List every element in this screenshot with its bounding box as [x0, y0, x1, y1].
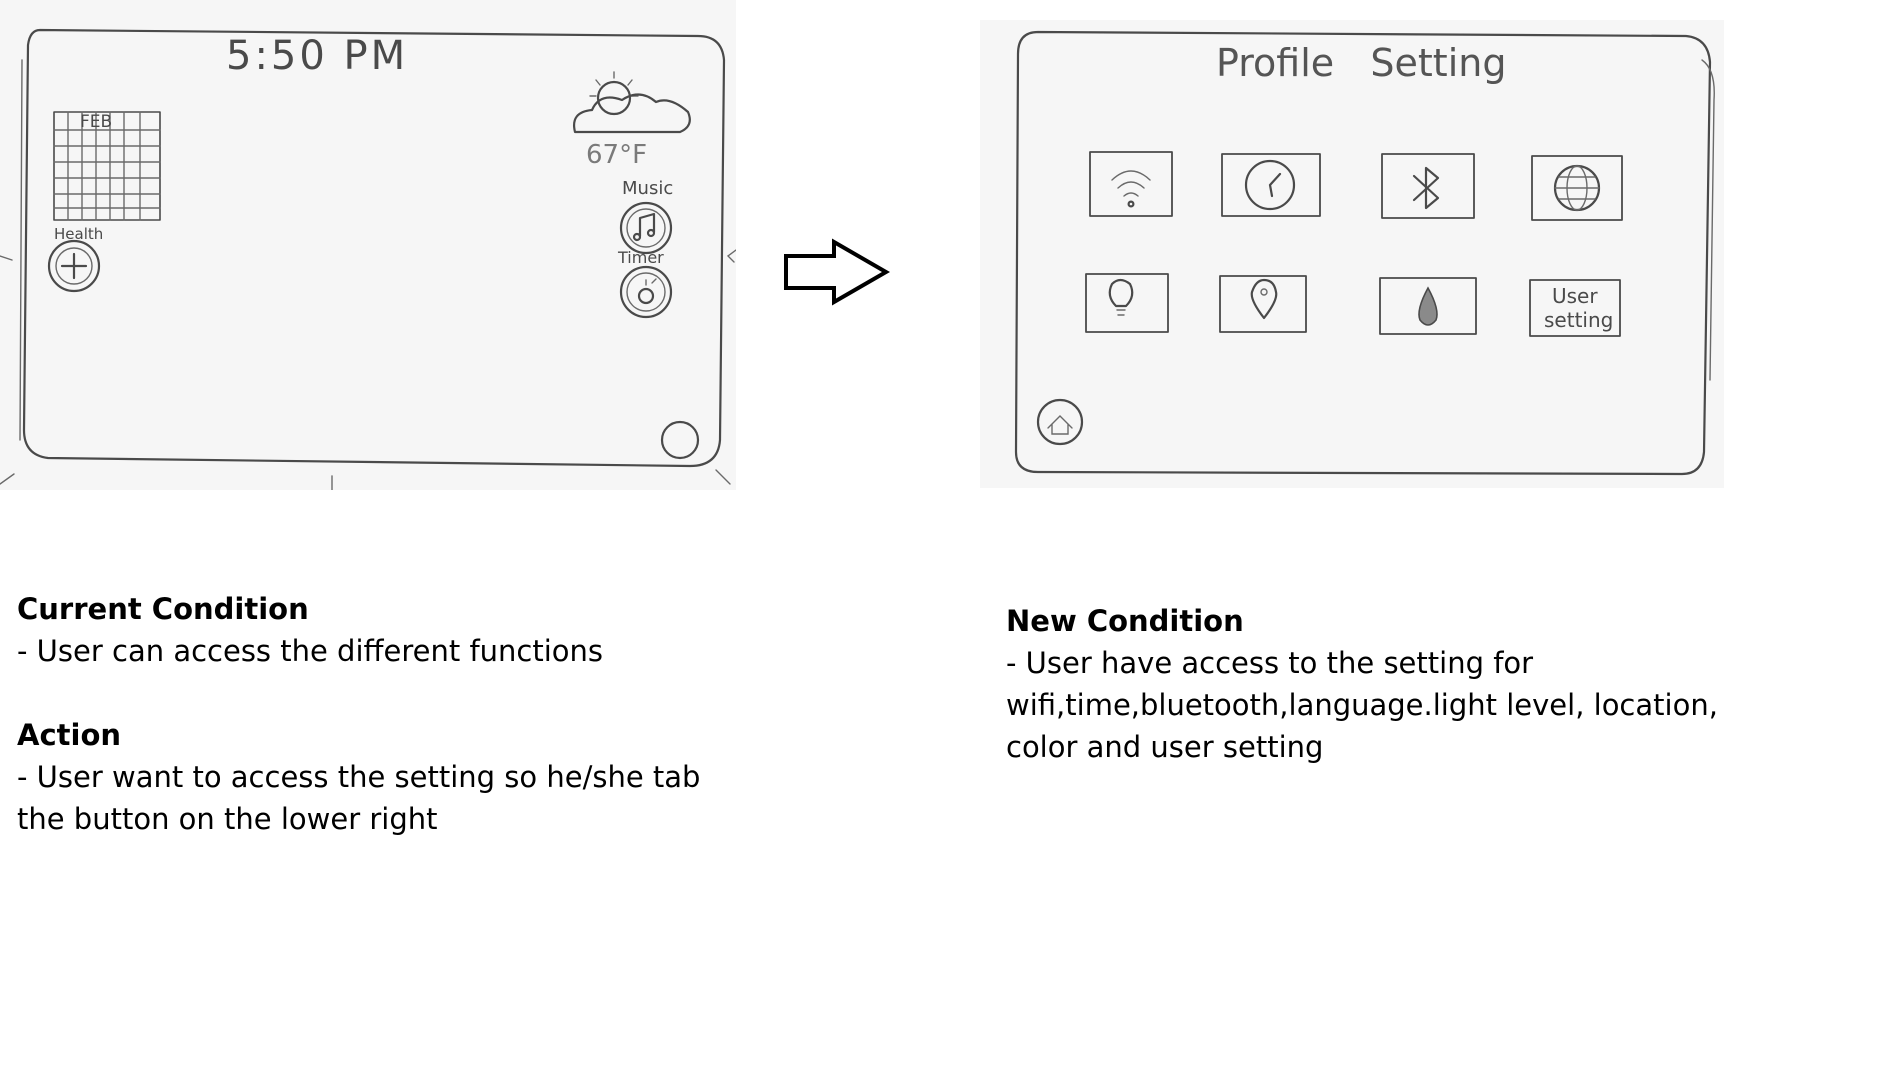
transition-arrow — [784, 238, 891, 306]
settings-button[interactable] — [660, 420, 700, 460]
temperature-label: 67°F — [586, 140, 648, 170]
bluetooth-setting-button[interactable] — [1381, 153, 1475, 219]
action-text-line2: the button on the lower right — [17, 802, 438, 836]
current-condition-block: Current Condition - User can access the … — [17, 588, 757, 840]
action-text-line1: - User want to access the setting so he/… — [17, 760, 701, 794]
user-setting-label-line2: setting — [1544, 308, 1614, 332]
new-condition-text-line2: wifi,time,bluetooth,language.light level… — [1006, 688, 1718, 722]
color-drop-icon — [1418, 286, 1438, 326]
color-setting-button[interactable] — [1379, 277, 1477, 335]
wifi-icon — [1111, 170, 1151, 208]
calendar-icon — [53, 111, 161, 221]
clock-icon — [1244, 159, 1296, 211]
light-level-setting-button[interactable] — [1085, 273, 1169, 333]
bluetooth-icon — [1412, 166, 1440, 210]
timer-label: Timer — [618, 248, 664, 267]
music-label: Music — [622, 178, 674, 199]
health-icon — [47, 239, 101, 293]
new-condition-block: New Condition - User have access to the … — [1006, 600, 1866, 768]
spacer — [17, 672, 757, 714]
health-label: Health — [54, 225, 104, 243]
user-setting-button[interactable] — [1529, 279, 1621, 337]
new-sketch-outline — [1014, 30, 1715, 476]
new-condition-text-line1: - User have access to the setting for — [1006, 646, 1534, 680]
globe-icon — [1553, 164, 1601, 212]
language-setting-button[interactable] — [1531, 155, 1623, 221]
user-setting-label-line1: User — [1552, 284, 1598, 308]
music-icon[interactable] — [619, 201, 673, 255]
wifi-setting-button[interactable] — [1089, 151, 1173, 217]
calendar-month: FEB — [80, 112, 113, 132]
current-sketch-outline — [0, 28, 736, 490]
new-condition-heading: New Condition — [1006, 604, 1244, 638]
profile-setting-title: Profile Setting — [1216, 41, 1507, 85]
weather-icon — [573, 71, 691, 134]
timer-icon[interactable] — [619, 265, 673, 319]
time-setting-button[interactable] — [1221, 153, 1321, 217]
current-sketch-paper: 5:50 PM FEB 67°F Music Timer Health — [0, 0, 736, 490]
location-setting-button[interactable] — [1219, 275, 1307, 333]
lightbulb-icon — [1108, 278, 1134, 316]
current-condition-text: - User can access the different function… — [17, 634, 604, 668]
action-heading: Action — [17, 718, 122, 752]
clock-display: 5:50 PM — [226, 33, 409, 79]
new-condition-text-line3: color and user setting — [1006, 730, 1324, 764]
new-sketch-paper: Profile Setting User setting — [980, 20, 1724, 488]
location-pin-icon — [1250, 278, 1278, 320]
home-button[interactable] — [1036, 398, 1084, 446]
current-condition-heading: Current Condition — [17, 592, 309, 626]
